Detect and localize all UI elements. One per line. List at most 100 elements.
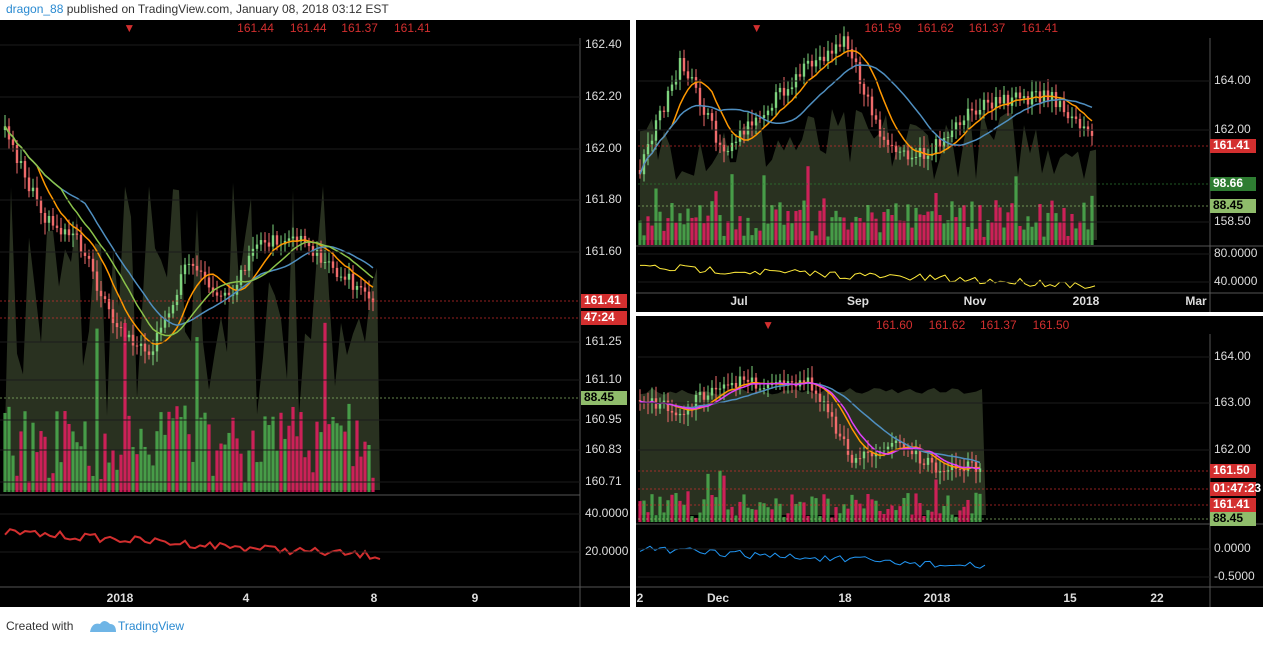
y-axis-label: 161.25 [585, 334, 622, 348]
volume-bar [283, 438, 287, 492]
footer-brand[interactable]: TradingView [118, 619, 184, 633]
candle-body [938, 139, 942, 147]
volume-bar [970, 513, 974, 522]
candle-body [938, 470, 942, 473]
volume-bar [263, 416, 267, 492]
candle-body [674, 412, 678, 416]
candle-body [111, 309, 115, 324]
candle-body [143, 343, 147, 352]
volume-bar [3, 412, 7, 492]
volume-bar [714, 497, 718, 522]
volume-bar [722, 235, 726, 245]
candle-body [754, 117, 758, 126]
volume-bar [191, 461, 195, 492]
y-axis-label: 0.0000 [1214, 541, 1251, 555]
volume-bar [726, 509, 730, 522]
volume-bar [946, 220, 950, 245]
price-tag [1210, 199, 1256, 213]
volume-bar [99, 479, 103, 492]
candle-body [962, 469, 966, 472]
candle-body [99, 290, 103, 297]
x-axis-label: 2018 [924, 591, 951, 605]
volume-bar [343, 431, 347, 492]
volume-bar [1034, 221, 1038, 245]
candle-body [43, 213, 47, 223]
volume-bar [347, 403, 351, 492]
volume-bar [994, 200, 998, 245]
volume-bar [774, 209, 778, 245]
volume-bar [55, 411, 59, 492]
candle-body [223, 292, 227, 296]
candle-body [670, 410, 674, 413]
volume-bar [718, 470, 722, 522]
x-axis-label: 22 [1150, 591, 1164, 605]
candle-body [958, 468, 962, 470]
volume-bar [363, 441, 367, 492]
volume-bar [203, 412, 207, 492]
volume-bar [666, 218, 670, 245]
candle-body [734, 141, 738, 143]
candle-body [946, 137, 950, 139]
candle-body [738, 376, 742, 388]
volume-bar [854, 216, 858, 245]
volume-bar [183, 405, 187, 492]
candle-body [179, 274, 183, 295]
volume-bar [810, 496, 814, 522]
volume-bar [103, 433, 107, 492]
y-axis-label: 160.71 [585, 474, 622, 488]
candle-body [846, 36, 850, 50]
candle-body [674, 79, 678, 85]
moving-average [639, 64, 1093, 175]
ohlc-value: 161.37 [980, 318, 1017, 332]
candle-body [646, 403, 650, 405]
candle-body [287, 238, 291, 241]
volume-bar [694, 517, 698, 522]
volume-bar [798, 501, 802, 522]
candle-body [195, 265, 199, 271]
candle-body [658, 403, 662, 409]
volume-bar [63, 411, 67, 492]
volume-bar [746, 507, 750, 522]
candle-body [802, 380, 806, 384]
volume-bar [990, 222, 994, 245]
volume-bar [315, 421, 319, 492]
y-axis-label: 160.83 [585, 442, 622, 456]
volume-bar [646, 512, 650, 522]
candle-body [970, 461, 974, 463]
candle-body [942, 137, 946, 147]
volume-bar [654, 188, 658, 245]
candle-body [878, 119, 882, 137]
volume-bar [930, 211, 934, 245]
volume-bar [894, 203, 898, 245]
volume-bar [910, 227, 914, 245]
candle-body [15, 144, 19, 164]
volume-bar [738, 501, 742, 522]
volume-bar [718, 215, 722, 245]
candle-body [790, 381, 794, 383]
volume-bar [119, 454, 123, 492]
price: 161.41 [711, 21, 748, 35]
candle-body [215, 292, 219, 296]
volume-bar [359, 456, 363, 492]
volume-bar [790, 494, 794, 522]
author[interactable]: dragon_88 [6, 2, 64, 16]
volume-bar [926, 510, 930, 522]
volume-bar [918, 503, 922, 522]
candle-body [798, 74, 802, 77]
candle-body [710, 387, 714, 396]
volume-bar [882, 211, 886, 245]
ohlc-label: L: [330, 21, 341, 35]
candle-body [746, 379, 750, 382]
price-tag-label: 88.45 [1213, 198, 1243, 212]
ohlc-value: 161.37 [341, 21, 378, 35]
moving-average [639, 50, 1093, 175]
candle-body [638, 400, 642, 402]
candle-body [1086, 126, 1090, 131]
candle-body [23, 161, 27, 178]
candle-body [315, 250, 319, 256]
volume-bar [179, 417, 183, 492]
candle-body [139, 343, 143, 346]
volume-bar [702, 223, 706, 245]
candle-body [934, 462, 938, 473]
volume-bar [930, 511, 934, 522]
